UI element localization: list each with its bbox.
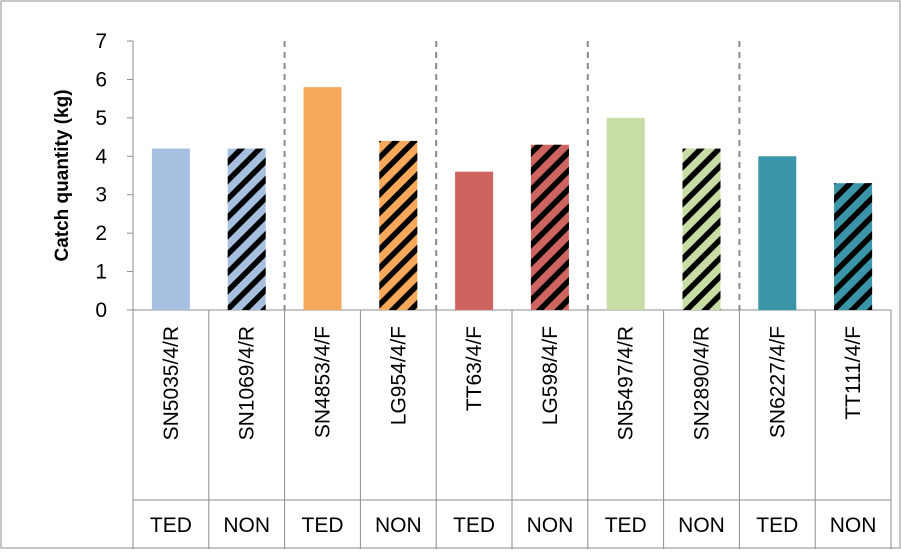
x-group-label: NON — [678, 514, 725, 537]
y-tick-label: 1 — [95, 261, 107, 284]
y-tick-label: 0 — [95, 299, 107, 322]
bar-hatch — [379, 140, 418, 310]
bar-hatch — [834, 183, 873, 310]
x-category-label: SN5035/4/R — [160, 326, 183, 440]
x-category-label: TT63/4/F — [463, 326, 486, 411]
y-tick-label: 3 — [95, 184, 107, 207]
x-group-label: TED — [756, 514, 798, 537]
y-tick-label: 2 — [95, 222, 107, 245]
y-tick-label: 5 — [95, 107, 107, 130]
x-group-label: NON — [375, 514, 422, 537]
bar-hatch — [682, 148, 721, 310]
x-group-label: TED — [150, 514, 192, 537]
x-category-label: LG954/4/F — [387, 326, 410, 425]
y-tick-label: 6 — [95, 68, 107, 91]
bar — [606, 117, 645, 310]
x-category-label: SN6227/4/F — [766, 326, 789, 438]
y-tick-label: 7 — [95, 30, 107, 53]
bar — [758, 156, 797, 310]
x-group-label: TED — [453, 514, 495, 537]
x-category-label: SN4853/4/F — [312, 326, 335, 438]
x-category-label: LG598/4/F — [539, 326, 562, 425]
x-category-label: SN5497/4/R — [615, 326, 638, 440]
y-tick-label: 4 — [95, 145, 107, 168]
bar-hatch — [530, 144, 569, 310]
bar — [303, 87, 342, 310]
x-category-label: SN1069/4/R — [236, 326, 259, 440]
x-group-label: NON — [223, 514, 270, 537]
bar — [455, 171, 494, 310]
x-group-label: TED — [605, 514, 647, 537]
x-group-label: NON — [830, 514, 877, 537]
x-category-label: TT111/4/F — [842, 326, 865, 420]
x-category-label: SN2890/4/R — [691, 326, 714, 440]
x-group-label: TED — [302, 514, 344, 537]
x-group-label: NON — [527, 514, 574, 537]
bar — [151, 148, 190, 310]
y-axis-title: Catch quantity (kg) — [52, 89, 73, 261]
bar-hatch — [227, 148, 266, 310]
